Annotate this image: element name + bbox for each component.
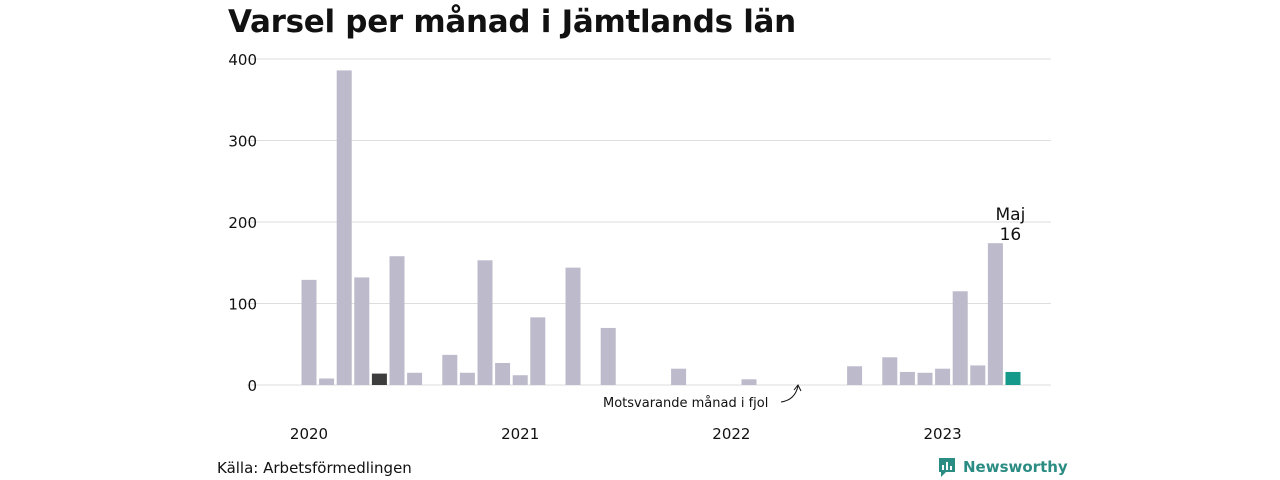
bar-highlight <box>1005 371 1021 385</box>
bar <box>512 375 528 385</box>
y-tick-label: 300 <box>228 133 257 151</box>
bar <box>917 372 933 385</box>
bar <box>354 277 370 385</box>
bar <box>459 372 475 385</box>
x-tick-label: 2021 <box>501 425 539 443</box>
newsworthy-logo-icon <box>939 458 955 477</box>
bar <box>495 362 511 385</box>
annotation-arrow <box>780 385 799 403</box>
bar-previous-year <box>371 373 387 385</box>
bar <box>882 357 898 385</box>
annotation-arrowhead <box>793 384 802 392</box>
highlight-value-label: 16 <box>1000 225 1022 245</box>
y-tick-label: 400 <box>228 51 257 69</box>
bar <box>600 327 616 385</box>
bar <box>319 378 335 385</box>
chart-title: Varsel per månad i Jämtlands län <box>228 4 796 40</box>
bar <box>336 70 352 385</box>
bar <box>970 365 986 385</box>
bar <box>671 368 687 385</box>
bar <box>741 379 757 385</box>
brand-logo: Newsworthy <box>937 456 1068 478</box>
bar <box>565 267 581 385</box>
x-tick-label: 2022 <box>712 425 750 443</box>
bar <box>899 371 915 385</box>
x-axis-ticks: 2020 2021 2022 2023 <box>290 425 962 443</box>
bar <box>847 366 863 385</box>
bar <box>952 291 968 385</box>
bar <box>935 368 951 385</box>
x-tick-label: 2020 <box>290 425 328 443</box>
bar <box>987 243 1003 385</box>
y-tick-label: 200 <box>228 214 257 232</box>
previous-year-annotation: Motsvarande månad i fjol <box>603 396 768 411</box>
bar <box>407 372 423 385</box>
bar <box>477 260 493 385</box>
brand-name: Newsworthy <box>963 458 1068 476</box>
y-axis-ticks: 0 100 200 300 400 <box>228 51 257 395</box>
bar <box>301 279 317 385</box>
bars <box>301 70 1021 385</box>
highlight-month-label: Maj <box>995 205 1025 225</box>
bar <box>530 317 546 385</box>
x-tick-label: 2023 <box>924 425 962 443</box>
bar <box>389 256 405 385</box>
bar <box>442 354 458 385</box>
annotation: Motsvarande månad i fjol <box>603 384 802 411</box>
y-tick-label: 100 <box>228 296 257 314</box>
source-note: Källa: Arbetsförmedlingen <box>217 459 412 477</box>
y-tick-label: 0 <box>247 377 257 395</box>
